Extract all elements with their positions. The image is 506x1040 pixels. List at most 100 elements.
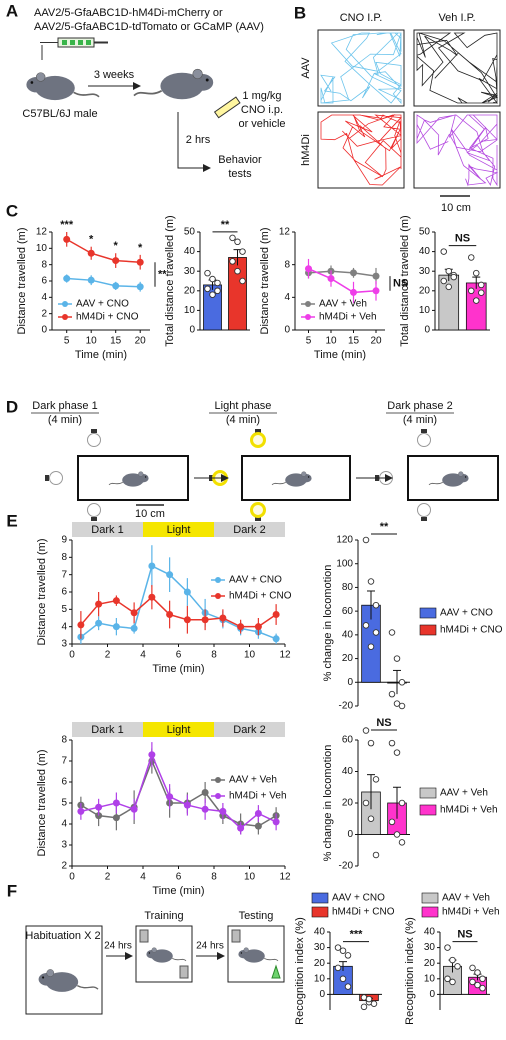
label: Dark phase 2 [387, 400, 452, 412]
y-tick-label: 8 [41, 259, 47, 270]
bulb-glass [49, 471, 63, 485]
x-tick-label: 15 [348, 336, 360, 347]
data-point [350, 288, 357, 296]
label: 1 mg/kg [242, 90, 281, 102]
series-line [308, 268, 377, 294]
data-point [204, 269, 211, 277]
x-tick-label: 12 [279, 650, 291, 661]
legend-label: AAV + CNO [332, 893, 385, 904]
phase-label: Dark 1 [91, 724, 123, 736]
x-tick-label: 20 [370, 336, 382, 347]
data-point [362, 727, 370, 734]
data-point [166, 793, 174, 801]
data-point [468, 254, 475, 261]
data-point [339, 947, 347, 954]
label: Behavior [218, 154, 262, 166]
mouse-icon [238, 947, 279, 963]
data-point [254, 623, 262, 631]
data-point [95, 600, 103, 608]
significance: *** [350, 929, 364, 941]
label: (4 min) [226, 414, 260, 426]
data-point [272, 818, 280, 826]
x-tick-label: 10 [86, 336, 98, 347]
data-point [388, 818, 396, 826]
y-tick-label: 3 [61, 840, 67, 851]
data-point [112, 799, 120, 807]
data-point [112, 597, 120, 605]
legend-marker [215, 777, 221, 783]
legend-swatch [421, 906, 439, 918]
y-tick-label: 40 [342, 629, 354, 640]
syringe-fill [62, 40, 67, 45]
data-point [166, 571, 174, 579]
y-tick-label: 8 [284, 259, 290, 270]
mouse-eye [464, 476, 467, 478]
y-tick-label: 10 [314, 973, 326, 984]
y-tick-label: 40 [184, 246, 196, 257]
mouse-icon [271, 471, 312, 487]
data-point [367, 739, 375, 747]
data-point [209, 291, 216, 298]
label: 24 hrs [196, 941, 224, 952]
arena [25, 925, 103, 1015]
data-point [469, 978, 476, 986]
data-point [367, 643, 375, 650]
significance: ** [380, 521, 389, 533]
data-point [372, 601, 380, 609]
mouse-ear [192, 68, 203, 80]
data-point [77, 621, 85, 629]
label: CNO i.p. [241, 104, 283, 116]
y-tick-label: 3 [61, 639, 67, 650]
x-tick-label: 2 [105, 650, 111, 661]
y-tick-label: 0 [424, 325, 430, 336]
bulb-cap [255, 429, 261, 433]
label: hM4Di [300, 134, 312, 166]
data-point [478, 289, 485, 297]
legend-swatch [421, 892, 439, 904]
data-point [398, 799, 406, 807]
data-point [148, 751, 156, 759]
data-point [398, 702, 406, 710]
legend-label: hM4Di + CNO [440, 625, 503, 636]
y-tick-label: 5 [61, 798, 67, 809]
y-tick-label: 40 [424, 927, 436, 938]
y-tick-label: 20 [184, 285, 196, 296]
x-tick-label: 2 [105, 872, 111, 883]
data-point [367, 815, 375, 823]
mouse-eye [42, 976, 45, 979]
y-tick-label: 10 [36, 243, 48, 254]
data-point [473, 269, 480, 277]
arena [413, 29, 501, 107]
x-axis-label: Time (min) [152, 663, 204, 675]
data-point [219, 807, 227, 815]
legend-label: AAV + Veh [442, 893, 490, 904]
x-tick-label: 20 [135, 336, 147, 347]
data-point [327, 275, 335, 283]
x-tick-label: 10 [244, 872, 256, 883]
y-tick-label: 6 [61, 777, 67, 788]
y-tick-label: 100 [336, 558, 353, 569]
y-tick-label: 7 [61, 569, 67, 580]
data-point [112, 282, 120, 290]
data-point [393, 831, 401, 838]
data-point [148, 562, 156, 570]
y-tick-label: 40 [314, 927, 326, 938]
legend-label: AAV + CNO [76, 299, 129, 310]
y-axis-label: Distance travelled (m) [16, 228, 28, 335]
data-point [272, 635, 280, 643]
data-point [63, 275, 71, 283]
data-point [112, 814, 120, 822]
bulb-glass [417, 433, 431, 447]
data-point [112, 623, 120, 631]
data-point [444, 975, 451, 983]
series-line [66, 238, 141, 263]
y-tick-label: 4 [284, 292, 290, 303]
mouse-eye [148, 952, 151, 954]
data-point [209, 275, 216, 283]
data-point [365, 995, 373, 1003]
label: C57BL/6J male [22, 108, 97, 120]
label: 24 hrs [104, 941, 132, 952]
phase-label: Dark 2 [233, 524, 265, 536]
y-tick-label: 9 [61, 535, 67, 546]
